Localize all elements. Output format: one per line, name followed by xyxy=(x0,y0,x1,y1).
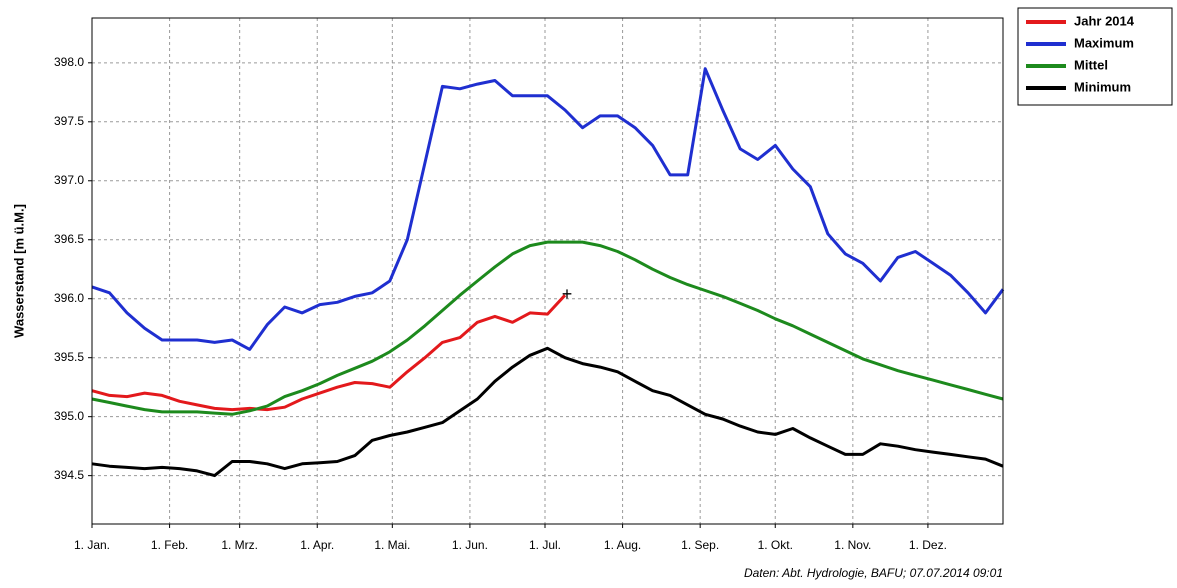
y-tick-label: 397.0 xyxy=(54,173,84,187)
legend-label: Maximum xyxy=(1074,35,1134,50)
plot-frame xyxy=(91,17,1004,525)
x-tick-label: 1. Jul. xyxy=(529,538,561,552)
end-marker: + xyxy=(562,284,573,304)
series-line xyxy=(91,294,567,412)
x-tick-label: 1. Sep. xyxy=(681,538,719,552)
x-tick-label: 1. Dez. xyxy=(909,538,947,552)
x-tick-label: 1. Jan. xyxy=(74,538,110,552)
y-tick-label: 396.0 xyxy=(54,291,84,305)
lines: + xyxy=(91,67,1005,478)
x-tick-label: 1. Aug. xyxy=(604,538,641,552)
y-tick-label: 394.5 xyxy=(54,468,84,482)
x-tick-label: 1. Jun. xyxy=(452,538,488,552)
y-tick-label: 396.5 xyxy=(54,232,84,246)
y-axis-label: Wasserstand [m ü.M.] xyxy=(11,204,26,338)
y-tick-label: 395.5 xyxy=(54,350,84,364)
grid xyxy=(91,18,1003,524)
legend-label: Jahr 2014 xyxy=(1074,13,1135,28)
x-tick-label: 1. Mrz. xyxy=(221,538,258,552)
y-tick-label: 395.0 xyxy=(54,409,84,423)
series-line xyxy=(91,346,1004,478)
y-tick-label: 398.0 xyxy=(54,55,84,69)
legend-label: Minimum xyxy=(1074,79,1131,94)
x-tick-label: 1. Apr. xyxy=(300,538,334,552)
plot-background xyxy=(92,18,1003,524)
y-tick-label: 397.5 xyxy=(54,114,84,128)
legend: Jahr 2014 Maximum Mittel Minimum xyxy=(1026,13,1135,94)
caption: Daten: Abt. Hydrologie, BAFU; 07.07.2014… xyxy=(744,566,1003,580)
x-tick-label: 1. Mai. xyxy=(374,538,410,552)
x-tick-label: 1. Nov. xyxy=(834,538,871,552)
series-line xyxy=(91,67,1005,351)
series-line xyxy=(91,240,1004,416)
legend-label: Mittel xyxy=(1074,57,1108,72)
x-tick-label: 1. Okt. xyxy=(758,538,793,552)
x-tick-label: 1. Feb. xyxy=(151,538,188,552)
